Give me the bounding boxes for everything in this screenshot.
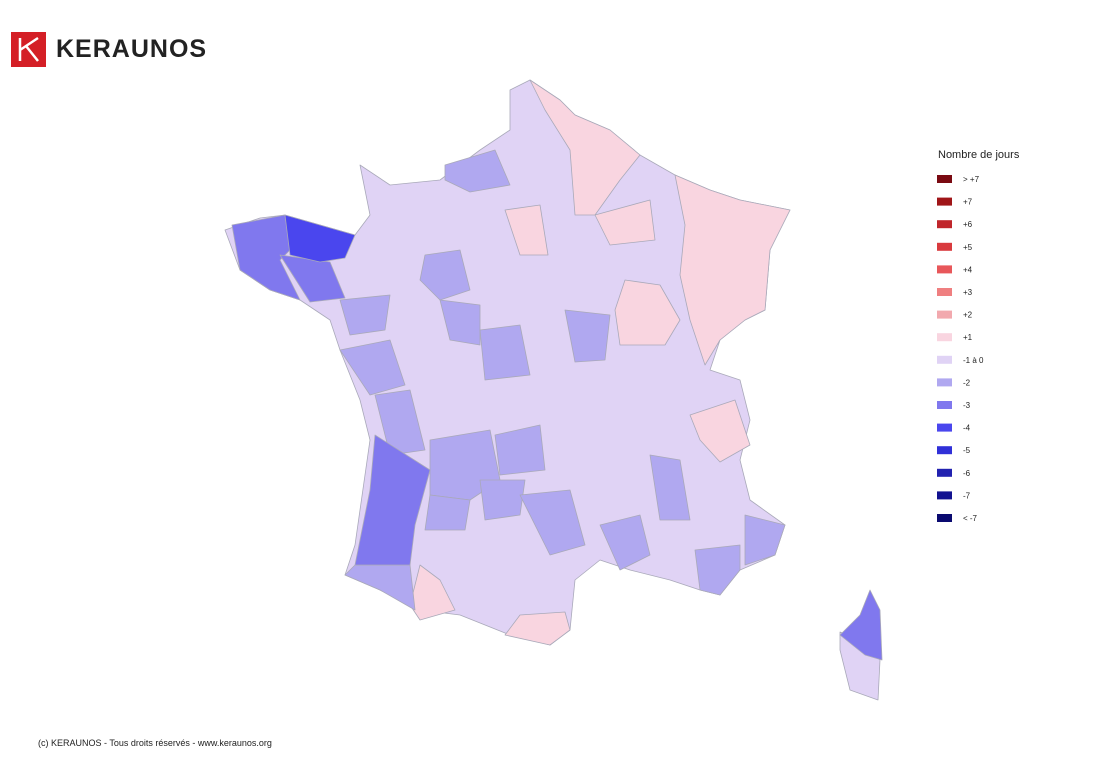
legend-swatch <box>937 378 952 387</box>
legend-label: > +7 <box>963 175 980 184</box>
department-area <box>479 324 531 381</box>
department-area <box>649 454 691 521</box>
legend-label: +2 <box>963 311 973 320</box>
legend: > +7 +7 +6 +5 +4 +3 +2 +1 -1 à 0 -2 -3 -4 -5 -6 -7 < -7 <box>937 175 984 523</box>
department-area <box>689 399 751 463</box>
legend-swatch <box>937 355 952 364</box>
legend-swatch <box>937 197 952 206</box>
legend-swatch <box>937 401 952 409</box>
legend-label: -2 <box>963 378 971 387</box>
department-area <box>504 204 549 256</box>
legend-swatch <box>937 514 952 522</box>
department-area <box>674 174 791 366</box>
legend-swatch <box>937 265 952 274</box>
legend-label: +5 <box>963 243 973 252</box>
legend-title: Nombre de jours <box>938 149 1020 161</box>
legend-label: -5 <box>963 446 971 455</box>
legend-swatch <box>937 333 952 342</box>
legend-swatch <box>937 423 952 432</box>
legend-swatch <box>937 175 952 183</box>
legend-label: -1 à 0 <box>963 356 984 365</box>
department-area <box>284 214 356 263</box>
legend-swatch <box>937 310 952 319</box>
department-area <box>374 389 426 456</box>
department-area <box>424 494 471 531</box>
department-area <box>599 514 651 571</box>
legend-swatch <box>937 491 952 500</box>
department-area <box>564 309 611 363</box>
map <box>224 79 883 701</box>
department-area <box>444 149 511 193</box>
corsica-north <box>839 589 883 661</box>
brand: KERAUNOS <box>56 35 207 63</box>
legend-label: +3 <box>963 288 973 297</box>
legend-label: < -7 <box>963 514 978 523</box>
department-area <box>519 489 586 556</box>
department-area <box>354 434 431 566</box>
footer: (c) KERAUNOS - Tous droits réservés - ww… <box>38 738 272 748</box>
legend-swatch <box>937 446 952 455</box>
legend-swatch <box>937 220 952 229</box>
legend-label: -6 <box>963 469 971 478</box>
department-area <box>419 249 471 301</box>
department-area <box>694 544 741 596</box>
legend-label: +6 <box>963 220 973 229</box>
legend-label: +1 <box>963 333 973 342</box>
department-area <box>494 424 546 476</box>
legend-label: -3 <box>963 401 971 410</box>
legend-label: -7 <box>963 491 971 500</box>
legend-swatch <box>937 242 952 251</box>
legend-label: -4 <box>963 424 971 433</box>
department-area <box>439 299 481 346</box>
logo-mark <box>18 36 39 62</box>
department-area <box>504 611 571 646</box>
department-area <box>614 279 681 346</box>
department-area <box>409 564 456 621</box>
department-area <box>344 564 416 611</box>
department-area <box>744 514 786 566</box>
department-area <box>529 79 641 216</box>
legend-swatch <box>937 288 952 296</box>
legend-label: +7 <box>963 198 973 207</box>
department-area <box>339 294 391 336</box>
legend-label: +4 <box>963 265 973 274</box>
department-area <box>479 479 526 521</box>
department-area <box>594 199 656 246</box>
legend-swatch <box>937 468 952 477</box>
department-area <box>339 339 406 396</box>
